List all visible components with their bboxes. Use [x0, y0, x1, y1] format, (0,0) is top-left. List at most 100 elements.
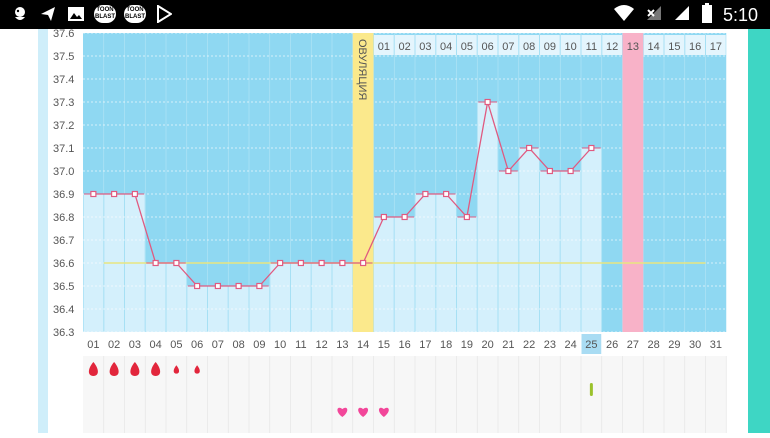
- y-tick-label: 36.8: [53, 212, 74, 224]
- x-tick-label: 07: [212, 339, 224, 351]
- x-tick-label: 05: [170, 339, 182, 351]
- left-panel-edge: [38, 29, 48, 433]
- data-point: [339, 259, 346, 267]
- bbt-chart[interactable]: 37.6 37.5 37.4 37.3 37.2 37.1 37.0 36.9 36.8 36.7…: [48, 28, 738, 433]
- data-point: [256, 282, 263, 290]
- top-day-label: 11: [586, 41, 597, 53]
- data-point: [111, 190, 118, 198]
- heart-icon: [358, 407, 369, 417]
- top-day-label: 14: [648, 41, 660, 53]
- y-tick-label: 36.5: [53, 281, 74, 293]
- top-label-cell: [415, 35, 436, 55]
- system-icons: 5:10: [613, 3, 758, 28]
- x-tick-label: 17: [419, 339, 431, 351]
- data-point: [235, 282, 242, 290]
- top-label-cell: [581, 35, 602, 55]
- top-label-cell: [706, 35, 726, 55]
- top-label-cell: [602, 35, 622, 55]
- x-tick-label: 06: [191, 339, 203, 351]
- period-drop-icon: [151, 362, 161, 376]
- temperature-bar: [228, 286, 249, 332]
- x-tick-label: 04: [150, 339, 162, 351]
- top-day-label: 15: [668, 41, 680, 53]
- temperature-bar: [332, 263, 353, 332]
- wifi-icon: [613, 4, 635, 27]
- send-icon: [38, 4, 58, 24]
- y-tick-label: 37.0: [53, 166, 74, 178]
- top-day-label: 07: [502, 41, 514, 53]
- y-tick-label: 37.6: [53, 29, 74, 40]
- clock: 5:10: [722, 5, 758, 25]
- top-label-cell: [643, 35, 664, 55]
- top-label-cell: [560, 35, 581, 55]
- x-tick-label: 01: [87, 339, 99, 351]
- temperature-bar: [83, 194, 104, 332]
- app-bird-icon: [10, 4, 30, 24]
- x-tick-label: 28: [648, 339, 660, 351]
- top-label-cell: [685, 35, 705, 55]
- data-point: [401, 213, 408, 221]
- temperature-bar: [208, 286, 228, 332]
- data-point: [463, 213, 470, 221]
- x-tick-label: 22: [523, 339, 535, 351]
- temperature-bar: [560, 171, 581, 332]
- notification-icons: TOON BLAST TOON BLAST: [10, 4, 174, 24]
- period-drop-icon: [194, 365, 200, 374]
- data-point: [484, 98, 491, 106]
- data-point: [297, 259, 304, 267]
- temperature-bar: [457, 217, 477, 332]
- temperature-bar: [540, 171, 560, 332]
- top-label-cell: [457, 35, 477, 55]
- data-point: [443, 190, 450, 198]
- data-point: [526, 144, 533, 152]
- play-store-icon: [154, 4, 174, 24]
- x-tick-label: 19: [461, 339, 473, 351]
- y-tick-label: 37.3: [53, 97, 74, 109]
- data-point: [380, 213, 387, 221]
- data-point: [567, 167, 574, 175]
- x-tick-label: 14: [357, 339, 369, 351]
- x-axis-strip: [83, 333, 727, 354]
- top-label-cell: [394, 35, 415, 55]
- ovulation-label: ОВУЛЯЦИЯ: [356, 39, 368, 100]
- chart-svg: 37.6 37.5 37.4 37.3 37.2 37.1 37.0 36.9 36.8 36.7…: [53, 28, 727, 433]
- temperature-bar: [291, 263, 311, 332]
- data-point: [588, 144, 595, 152]
- period-drop-icon: [130, 362, 140, 376]
- x-tick-label: 26: [606, 339, 618, 351]
- x-tick-label: 29: [668, 339, 680, 351]
- x-tick-label: 18: [440, 339, 452, 351]
- top-day-label: 05: [461, 41, 473, 53]
- temperature-bar: [311, 263, 332, 332]
- top-day-label: 03: [419, 41, 431, 53]
- x-tick-label: 13: [336, 339, 348, 351]
- toon-blast-icon: TOON BLAST: [94, 5, 116, 23]
- top-day-label: 02: [399, 41, 411, 53]
- gallery-icon: [66, 4, 86, 24]
- y-tick-label: 37.1: [53, 143, 74, 155]
- signal-off-icon: [645, 4, 663, 27]
- y-tick-label: 37.4: [53, 74, 74, 86]
- x-tick-label: 24: [565, 339, 577, 351]
- x-tick-label: 27: [627, 339, 639, 351]
- top-day-label: 06: [482, 41, 494, 53]
- temperature-bar: [394, 217, 415, 332]
- ovulation-column: [352, 33, 374, 332]
- data-point: [360, 259, 367, 267]
- today-highlight: [581, 334, 602, 354]
- x-tick-label: 11: [295, 339, 306, 351]
- x-tick-label: 31: [710, 339, 722, 351]
- top-day-label: 16: [689, 41, 701, 53]
- period-drop-icon: [173, 365, 180, 374]
- x-tick-label: 10: [274, 339, 286, 351]
- x-tick-label: 15: [378, 339, 390, 351]
- heart-icon: [378, 407, 389, 417]
- temperature-bar: [187, 286, 207, 332]
- data-point: [546, 167, 553, 175]
- y-tick-label: 36.7: [53, 235, 74, 247]
- top-day-label: 10: [565, 41, 577, 53]
- period-drop-icon: [88, 362, 98, 376]
- highlight-column: [622, 33, 644, 332]
- battery-icon: [701, 3, 713, 28]
- top-day-label: 13: [627, 41, 639, 53]
